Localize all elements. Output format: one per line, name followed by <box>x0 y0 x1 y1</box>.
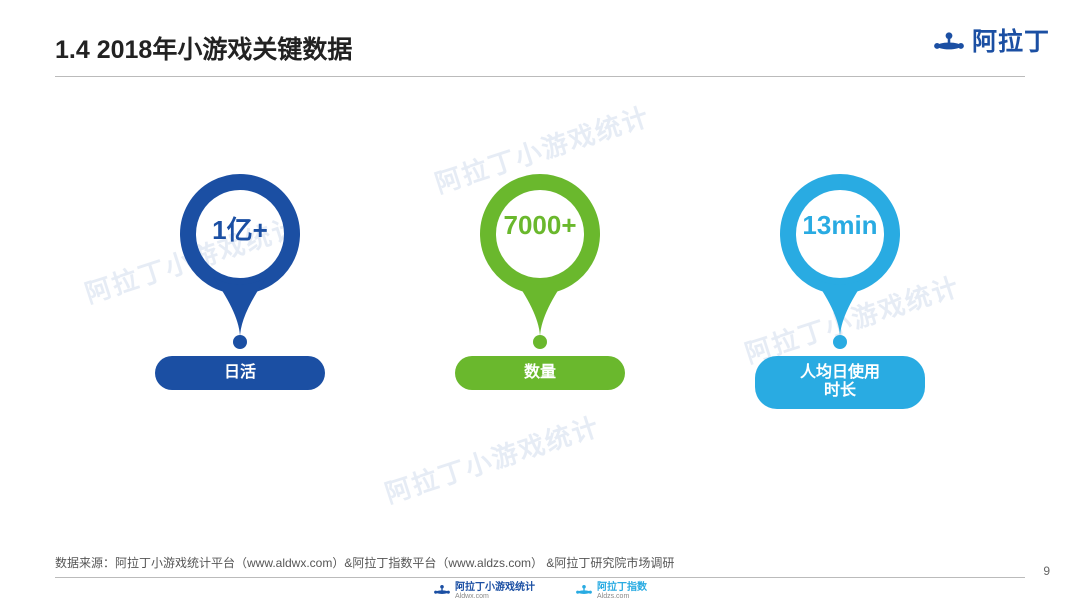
pin-label: 数量 <box>455 356 625 390</box>
aladdin-icon <box>932 27 966 53</box>
pin-label-wrap: 人均日使用 时长 <box>755 356 925 409</box>
footer: 数据来源：阿拉丁小游戏统计平台（www.aldwx.com）&阿拉丁指数平台（w… <box>55 554 1025 578</box>
brand-logo: 阿拉丁 <box>932 22 1050 58</box>
pin-icon <box>170 170 310 350</box>
pin-value: 13min <box>770 210 910 241</box>
mini-logo-text: 阿拉丁指数 Aldzs.com <box>597 578 647 600</box>
brand-text: 阿拉丁 <box>972 22 1050 58</box>
pin-head: 7000+ <box>470 170 610 350</box>
mini-logo-line2: Aldzs.com <box>597 593 647 600</box>
metric-pin-dau: 1亿+ 日活 <box>155 170 325 409</box>
pin-label-wrap: 数量 <box>455 356 625 390</box>
mini-logo-aldzs: 阿拉丁指数 Aldzs.com <box>575 578 647 600</box>
slide: 阿拉丁小游戏统计 阿拉丁小游戏统计 阿拉丁小游戏统计 阿拉丁小游戏统计 1.4 … <box>0 0 1080 608</box>
pin-row: 1亿+ 日活 7000+ 数量 <box>0 170 1080 409</box>
aladdin-icon <box>575 582 593 596</box>
metric-pin-duration: 13min 人均日使用 时长 <box>755 170 925 409</box>
pin-label-wrap: 日活 <box>155 356 325 390</box>
pin-head: 1亿+ <box>170 170 310 350</box>
pin-head: 13min <box>770 170 910 350</box>
mini-logo-line1: 阿拉丁指数 <box>597 578 647 593</box>
bottom-logos: 阿拉丁小游戏统计 Aldwx.com 阿拉丁指数 Aldzs.com <box>0 578 1080 600</box>
pin-value: 1亿+ <box>170 210 310 247</box>
title-rule <box>55 76 1025 77</box>
mini-logo-text: 阿拉丁小游戏统计 Aldwx.com <box>455 578 535 600</box>
watermark: 阿拉丁小游戏统计 <box>380 406 604 510</box>
pin-label: 日活 <box>155 356 325 390</box>
pin-icon <box>770 170 910 350</box>
page-number: 9 <box>1043 564 1050 578</box>
metric-pin-count: 7000+ 数量 <box>455 170 625 409</box>
pin-value: 7000+ <box>470 210 610 241</box>
header: 1.4 2018年小游戏关键数据 <box>55 30 1025 77</box>
mini-logo-line1: 阿拉丁小游戏统计 <box>455 578 535 593</box>
mini-logo-aldwx: 阿拉丁小游戏统计 Aldwx.com <box>433 578 535 600</box>
aladdin-icon <box>433 582 451 596</box>
mini-logo-line2: Aldwx.com <box>455 593 535 600</box>
page-title: 1.4 2018年小游戏关键数据 <box>55 30 1025 66</box>
pin-icon <box>470 170 610 350</box>
data-source: 数据来源：阿拉丁小游戏统计平台（www.aldwx.com）&阿拉丁指数平台（w… <box>55 554 1025 571</box>
pin-label: 人均日使用 时长 <box>755 356 925 409</box>
